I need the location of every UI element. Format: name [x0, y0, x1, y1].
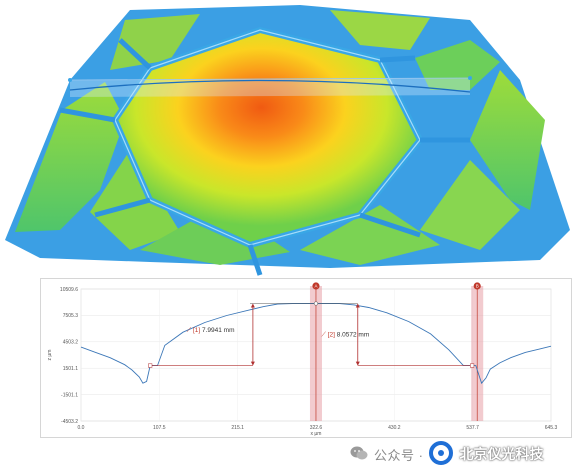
- plateau-anchor-point[interactable]: [313, 301, 319, 306]
- watermark-prefix: 公众号 ·: [374, 447, 424, 463]
- x-tick-label: 430.2: [388, 425, 401, 431]
- x-tick-label: 107.5: [153, 425, 166, 431]
- cursor-marker[interactable]: [312, 282, 320, 290]
- cursor-marker[interactable]: [473, 282, 481, 290]
- watermark: 公众号 · 北京仪光科技: [350, 440, 543, 468]
- measurement-layer: ⟋ [1] 7.9941 mm ⟋ [2] 8.0572 mm: [148, 301, 475, 368]
- y-tick-label: -1501.1: [61, 392, 78, 398]
- measure-arrow-2-head-top: [355, 303, 360, 308]
- left-anchor-point[interactable]: [148, 363, 153, 368]
- y-tick-label: 10509.6: [60, 287, 78, 293]
- measure-arrow-1-head-top: [250, 303, 255, 308]
- cursor-label: A: [314, 284, 317, 289]
- wechat-icon: [350, 445, 368, 464]
- brand-logo-icon: [429, 440, 454, 468]
- x-tick-label: 215.1: [231, 425, 244, 431]
- y-tick-labels: 10509.6 7505.3 4503.2 1501.1 -1501.1 -4503.2: [60, 287, 78, 425]
- cursor-label: B: [476, 284, 479, 289]
- y-tick-label: 1501.1: [63, 366, 79, 372]
- x-tick-labels: 0.0 107.5 215.1 322.6 430.2 537.7 645.3: [78, 425, 558, 431]
- measurement-label: ⟋ [1] 7.9941 mm: [187, 327, 235, 334]
- x-tick-label: 0.0: [78, 425, 85, 431]
- x-tick-label: 322.6: [310, 425, 323, 431]
- x-axis-label: x µm: [311, 431, 322, 437]
- x-tick-label: 537.7: [466, 425, 479, 431]
- y-tick-label: -4503.2: [61, 419, 78, 425]
- watermark-brand: 北京仪光科技: [459, 447, 544, 463]
- x-tick-label: 645.3: [545, 425, 558, 431]
- right-anchor-point[interactable]: [470, 363, 475, 368]
- measure-arrow-1-head-bottom: [250, 361, 255, 366]
- measurement-label: ⟋ [2] 8.0572 mm: [321, 332, 369, 339]
- measure-arrow-2-head-bottom: [355, 361, 360, 366]
- surface-3d-view: [5, 5, 570, 276]
- y-tick-label: 7505.3: [63, 313, 79, 319]
- surface-3d-image: [5, 5, 570, 276]
- y-tick-label: 4503.2: [63, 340, 79, 346]
- y-axis-label: z µm: [47, 350, 53, 361]
